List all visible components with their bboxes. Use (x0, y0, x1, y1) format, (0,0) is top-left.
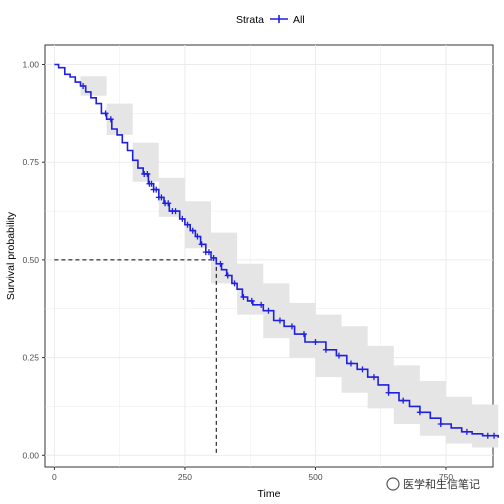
legend-title: Strata (236, 14, 264, 26)
legend: Strata All (236, 14, 305, 26)
censor-mark (312, 338, 319, 345)
watermark-logo-icon (386, 477, 400, 491)
legend-entry-all: All (293, 14, 305, 26)
censor-mark (179, 215, 186, 222)
censor-mark (153, 186, 160, 193)
y-axis-title: Survival probability (5, 211, 17, 300)
y-tick-label: 0.25 (22, 353, 39, 363)
censor-mark (416, 409, 423, 416)
censor-mark (158, 194, 165, 201)
censor-mark (172, 208, 179, 215)
x-axis-title: Time (258, 488, 281, 500)
y-tick-label: 0.75 (22, 157, 39, 167)
censor-mark (265, 307, 272, 314)
x-tick-label: 250 (178, 472, 192, 482)
censor-mark (148, 180, 155, 187)
censor-mark (165, 200, 172, 207)
censor-mark (359, 366, 366, 373)
censor-mark (335, 352, 342, 359)
censor-mark (198, 241, 205, 248)
censor-mark (491, 432, 498, 439)
x-tick-label: 0 (52, 472, 57, 482)
censor-mark (300, 331, 307, 338)
censor-mark (210, 254, 217, 261)
x-tick-label: 500 (308, 472, 322, 482)
censor-mark (288, 323, 295, 330)
confidence-band-area (54, 64, 499, 450)
censor-mark (217, 260, 224, 267)
censor-mark (184, 221, 191, 228)
y-tick-label: 0.00 (22, 450, 39, 460)
censor-mark (194, 233, 201, 240)
censor-mark (484, 432, 491, 439)
censor-mark (463, 428, 470, 435)
censor-mark (347, 360, 354, 367)
y-tick-label: 0.50 (22, 255, 39, 265)
censor-mark (102, 110, 109, 117)
median-survival-lines (54, 259, 217, 456)
censor-mark (231, 280, 238, 287)
censor-mark (276, 317, 283, 324)
censor-mark (258, 301, 265, 308)
axes: 0.00 0.25 0.50 0.75 1.00 0 250 500 750 (22, 60, 453, 482)
censor-mark (144, 170, 151, 177)
censor-mark (80, 83, 87, 90)
censor-mark (107, 116, 114, 123)
watermark-text: 医学和生信笔记 (403, 477, 480, 491)
censor-mark (224, 272, 231, 279)
censor-mark (248, 297, 255, 304)
censor-mark (322, 346, 329, 353)
watermark: 医学和生信笔记 (386, 477, 480, 491)
censor-mark (370, 374, 377, 381)
censor-mark (437, 421, 444, 428)
x-tick-label: 750 (439, 472, 453, 482)
confidence-band (54, 64, 499, 450)
censor-mark (385, 389, 392, 396)
y-tick-label: 1.00 (22, 60, 39, 70)
censor-mark (240, 294, 247, 301)
censor-mark (189, 227, 196, 234)
censor-marks (80, 83, 498, 439)
censor-mark (400, 397, 407, 404)
censor-mark (205, 249, 212, 256)
